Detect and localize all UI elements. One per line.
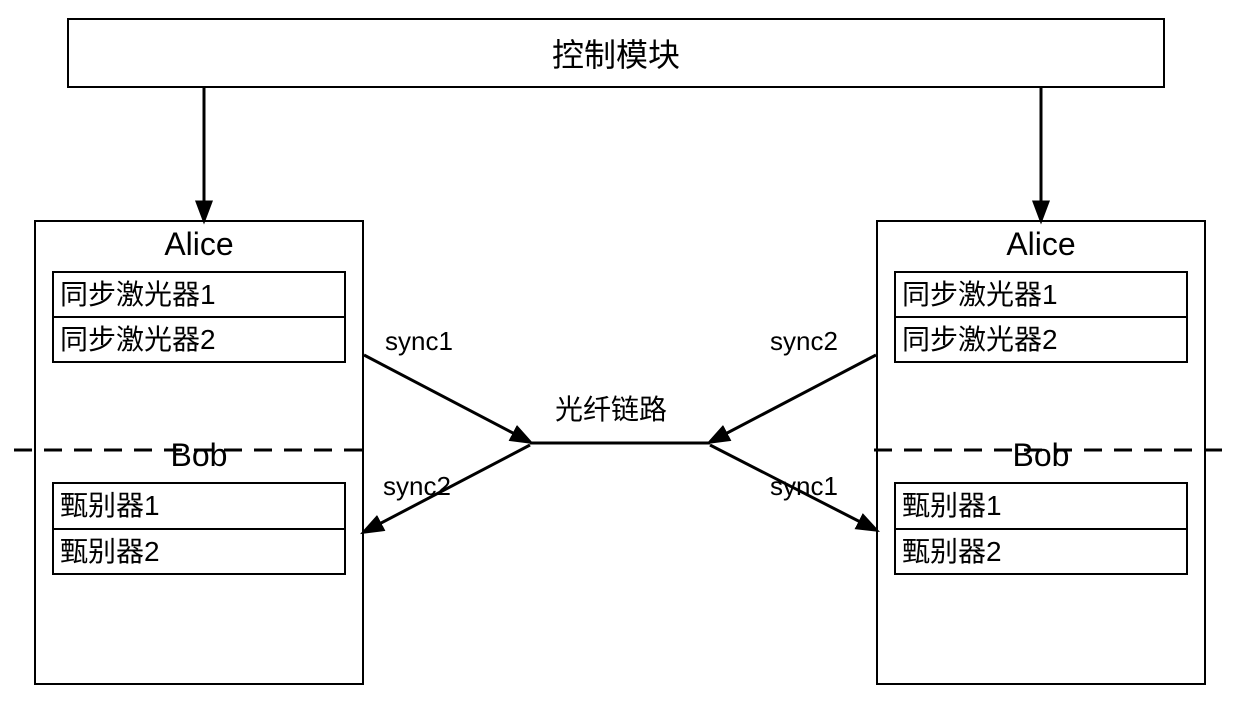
edge-left-alice-sync1: [364, 355, 530, 442]
edge-label-left-bob-sync2: sync2: [383, 471, 451, 501]
edge-right-alice-sync2: [710, 355, 876, 442]
control-module-label: 控制模块: [552, 30, 680, 76]
control-module: 控制模块: [67, 18, 1165, 88]
fiber-link-label: 光纤链路: [555, 388, 667, 428]
edge-label-left-alice-sync1: sync1: [385, 326, 453, 356]
left-node-border-top: [34, 220, 364, 450]
edge-label-right-alice-sync2: sync2: [770, 326, 838, 356]
left-node-border-bottom: [34, 450, 364, 685]
edge-label-right-bob-sync1: sync1: [770, 471, 838, 501]
edge-left-bob-sync2: [364, 445, 530, 532]
right-node-border-top: [876, 220, 1206, 450]
edge-right-bob-sync1: [710, 445, 876, 530]
right-node-border-bottom: [876, 450, 1206, 685]
